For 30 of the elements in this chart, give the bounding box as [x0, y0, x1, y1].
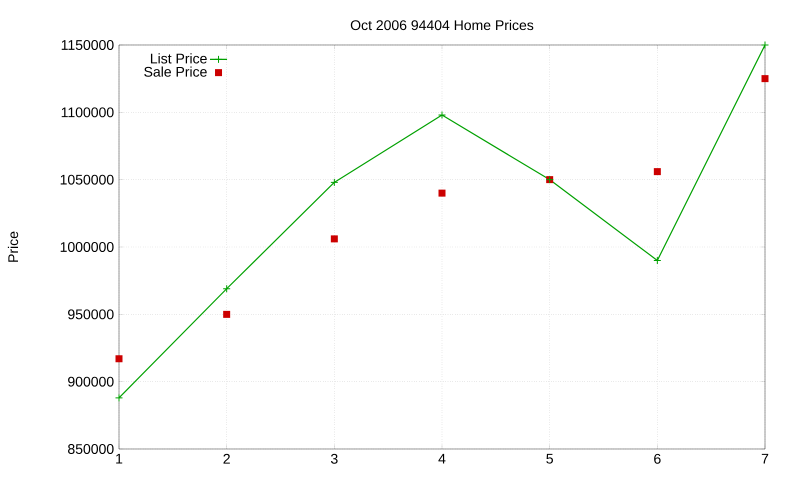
- x-tick-label: 7: [762, 454, 768, 464]
- point: [654, 168, 661, 176]
- legend-label: Sale Price: [144, 66, 207, 77]
- legend-label: List Price: [150, 53, 207, 64]
- x-tick-label: 1: [116, 454, 122, 464]
- x-tick-label: 2: [223, 454, 230, 464]
- y-tick-label: 900000: [68, 376, 114, 387]
- y-tick-label: 1050000: [60, 174, 114, 185]
- point: [761, 41, 769, 49]
- point: [330, 235, 338, 242]
- y-tick-label: 1000000: [60, 242, 114, 252]
- point: [438, 111, 446, 120]
- y-tick-label: 1150000: [62, 40, 114, 50]
- chart-title: Oct 2006 94404 Home Prices: [350, 20, 534, 30]
- point: [762, 75, 769, 82]
- x-tick-label: 3: [330, 454, 338, 464]
- point: [115, 394, 124, 402]
- point: [116, 355, 122, 362]
- y-axis-title: Price: [8, 232, 18, 262]
- y-tick-label: 950000: [68, 309, 114, 320]
- point: [653, 256, 662, 264]
- point: [438, 190, 446, 197]
- y-tick-label: 1100000: [62, 107, 114, 118]
- y-tick-label: 850000: [68, 444, 114, 454]
- point: [330, 178, 338, 186]
- point: [222, 284, 231, 293]
- x-tick-label: 4: [438, 454, 446, 464]
- x-tick-label: 6: [654, 454, 661, 464]
- x-tick-label: 5: [546, 454, 553, 464]
- point: [223, 310, 230, 318]
